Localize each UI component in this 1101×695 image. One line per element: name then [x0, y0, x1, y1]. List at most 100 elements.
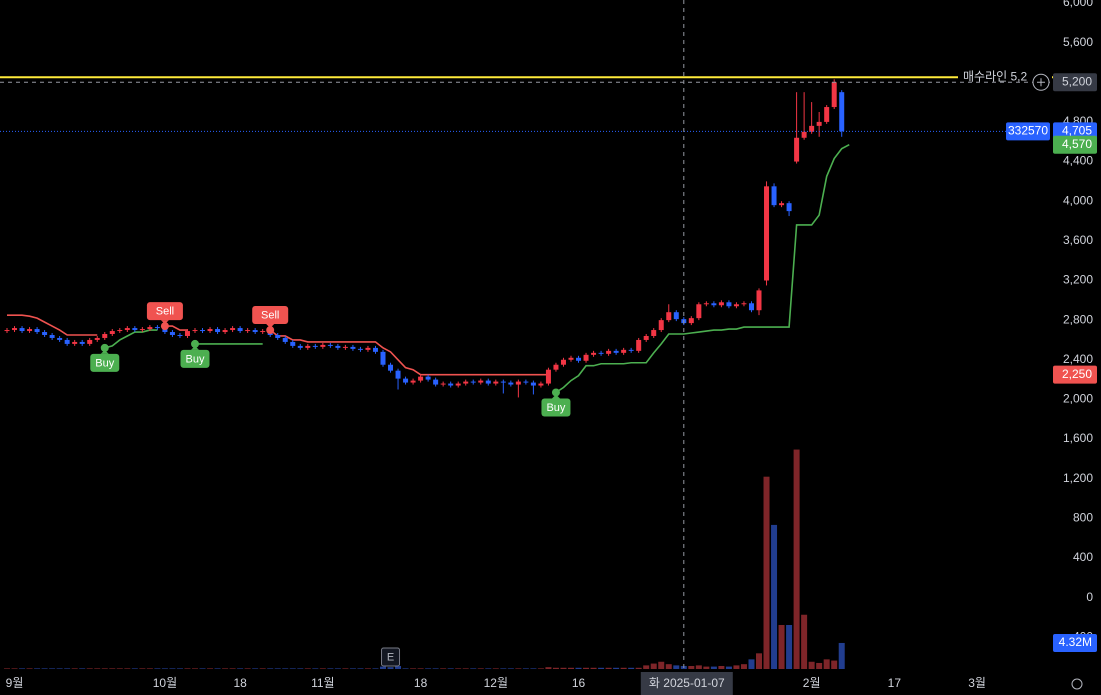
x-tick-label: 18 — [233, 676, 247, 690]
volume-bar — [207, 668, 214, 669]
candle-body — [801, 131, 807, 138]
volume-bar — [725, 666, 732, 669]
volume-bar — [590, 667, 597, 669]
candle-body — [756, 290, 762, 311]
candle-body — [117, 330, 123, 332]
candle-body — [621, 349, 627, 353]
volume-bar — [522, 668, 529, 669]
candle-body — [576, 357, 582, 361]
candle-body — [410, 380, 416, 383]
volume-bar — [808, 661, 815, 669]
volume-bar — [440, 668, 447, 669]
candle-body — [320, 344, 326, 347]
supertrend-line — [104, 143, 850, 394]
volume-bar — [673, 665, 680, 669]
volume-bar — [169, 668, 176, 669]
candle-body — [583, 354, 589, 361]
volume-bar — [372, 668, 379, 669]
volume-bar — [568, 667, 574, 669]
volume-bar — [552, 667, 559, 669]
y-tick-label: 6,000 — [1063, 0, 1093, 9]
x-tick-label: 2월 — [803, 676, 821, 690]
candle-body — [470, 381, 476, 383]
candle-body — [688, 318, 694, 324]
volume-bar — [823, 659, 830, 669]
candle-body — [132, 328, 138, 331]
volume-bar — [710, 666, 717, 669]
candle-body — [779, 203, 785, 206]
volume-bar — [477, 668, 484, 669]
volume-bar — [786, 624, 793, 669]
candle-body — [147, 327, 153, 330]
volume-bar — [282, 668, 289, 669]
volume-bar — [515, 668, 522, 669]
volume-bar — [289, 668, 296, 669]
candle-body — [34, 329, 40, 333]
y-tick-label: 2,800 — [1063, 312, 1093, 326]
candle-body — [764, 186, 770, 281]
candle-body — [673, 312, 679, 320]
candle-body — [568, 357, 574, 360]
volume-bar — [334, 668, 341, 669]
volume-bar — [19, 668, 26, 669]
volume-bar — [364, 668, 371, 669]
y-tick-label: 4,400 — [1063, 154, 1093, 168]
volume-bar — [500, 668, 507, 669]
candle-body — [433, 379, 439, 385]
y-tick-label: 800 — [1073, 511, 1093, 525]
candle-body — [275, 334, 281, 338]
candle-body — [124, 328, 130, 331]
volume-bar — [161, 668, 168, 669]
volume-bar — [470, 668, 477, 669]
candle-body — [418, 376, 424, 381]
candle-body — [64, 339, 70, 344]
volume-bar — [793, 449, 800, 669]
volume-bar — [598, 667, 605, 669]
candle-body — [606, 350, 612, 354]
candle-body — [560, 359, 566, 365]
candle-body — [591, 352, 597, 355]
volume-bar — [86, 668, 93, 669]
price-label: 4,705 — [1062, 123, 1092, 137]
candle-body — [448, 383, 454, 386]
candle-body — [372, 347, 378, 352]
volume-bar — [537, 668, 544, 669]
candle-body — [237, 328, 243, 332]
candle-body — [839, 92, 845, 132]
volume-bar — [748, 659, 755, 669]
volume-bar — [297, 668, 304, 669]
signal-label: Buy — [95, 357, 114, 369]
candle-body — [598, 352, 604, 354]
settings-icon[interactable] — [1071, 678, 1083, 690]
signal-box — [541, 398, 571, 417]
x-tick-label: 17 — [888, 676, 902, 690]
volume-bar — [124, 668, 131, 669]
volume-bar — [312, 668, 319, 669]
volume-bar — [357, 668, 364, 669]
volume-bar — [763, 476, 770, 669]
volume-bar — [402, 668, 409, 669]
x-tick-label: 18 — [414, 676, 428, 690]
volume-bar — [237, 668, 244, 669]
y-tick-label: 2,000 — [1063, 392, 1093, 406]
symbol-label: 332570 — [1008, 123, 1048, 137]
candle-body — [463, 381, 469, 384]
candle-body — [733, 304, 739, 307]
volume-bar — [447, 668, 454, 669]
event-label: E — [387, 651, 394, 663]
volume-label-box — [1053, 633, 1097, 652]
candle-body — [207, 329, 213, 332]
volume-bar — [455, 668, 462, 669]
candle-body — [824, 107, 830, 122]
add-alert-icon — [1037, 78, 1045, 87]
volume-bar — [643, 665, 650, 669]
volume-bar — [229, 668, 236, 669]
candle-body — [72, 341, 78, 344]
signal-dot — [100, 343, 109, 352]
candle-body — [636, 339, 642, 351]
signal-label: Sell — [261, 309, 279, 321]
candle-body — [109, 331, 115, 335]
volume-bar — [485, 668, 492, 669]
